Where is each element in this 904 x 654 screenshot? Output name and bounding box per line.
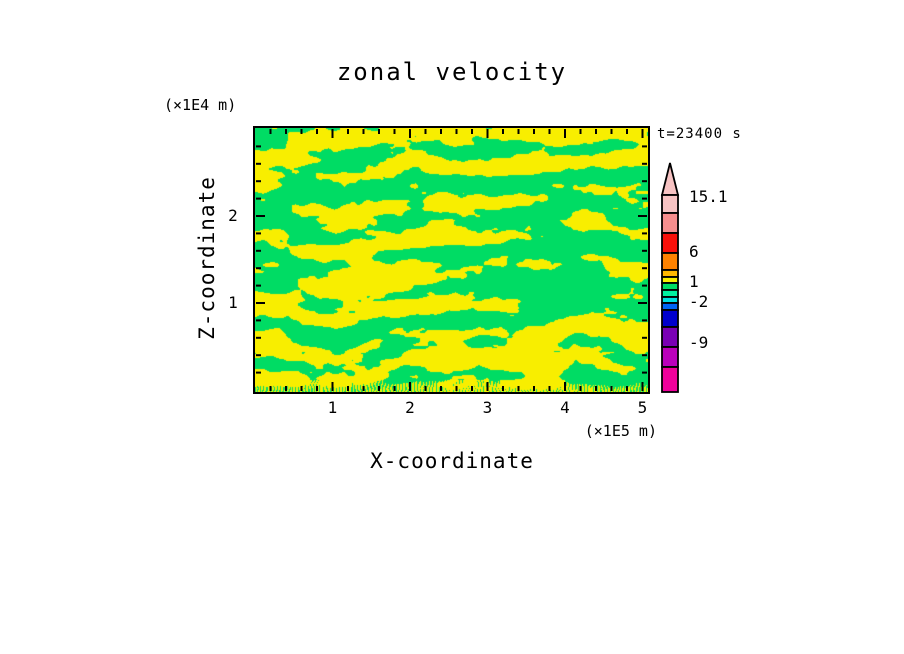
x-axis-label: X-coordinate (370, 449, 534, 473)
colorbar-tick-label: 15.1 (689, 187, 728, 206)
x-tick-label: 3 (482, 398, 493, 417)
y-axis-unit: (×1E4 m) (164, 96, 237, 114)
x-tick-label: 2 (405, 398, 415, 417)
colorbar-tick-label: -9 (689, 333, 709, 352)
colorbar-segment (661, 212, 679, 234)
colorbar-segment (661, 194, 679, 214)
colorbar-tick-label: 6 (689, 242, 699, 261)
x-tick-label: 4 (560, 398, 570, 417)
colorbar-tick-label: -2 (689, 292, 709, 311)
x-axis-unit: (×1E5 m) (584, 422, 657, 440)
field-canvas (255, 128, 648, 392)
x-tick-label: 1 (327, 398, 338, 417)
colorbar-segment (661, 289, 679, 298)
colorbar-segment (661, 269, 679, 278)
colorbar-segment (661, 232, 679, 254)
colorbar-segment (661, 366, 679, 393)
colorbar-arrow (660, 162, 680, 196)
y-tick-label: 1 (228, 293, 238, 312)
x-tick-label: 5 (637, 398, 648, 417)
colorbar-segment (661, 326, 679, 348)
axis-ticks (256, 129, 647, 391)
y-tick-label: 2 (228, 206, 238, 225)
colorbar-segment (661, 282, 679, 291)
y-axis-label: Z-coordinate (195, 176, 219, 340)
time-label: t=23400 s (657, 126, 742, 142)
colorbar-segment (661, 346, 679, 368)
colorbar-segment (661, 252, 679, 271)
plot-area (253, 126, 650, 394)
colorbar-tick-label: 1 (689, 272, 699, 291)
plot-title: zonal velocity (336, 58, 568, 86)
colorbar-segment (661, 309, 679, 328)
colorbar (660, 162, 680, 393)
colorbar-segment (661, 302, 679, 311)
